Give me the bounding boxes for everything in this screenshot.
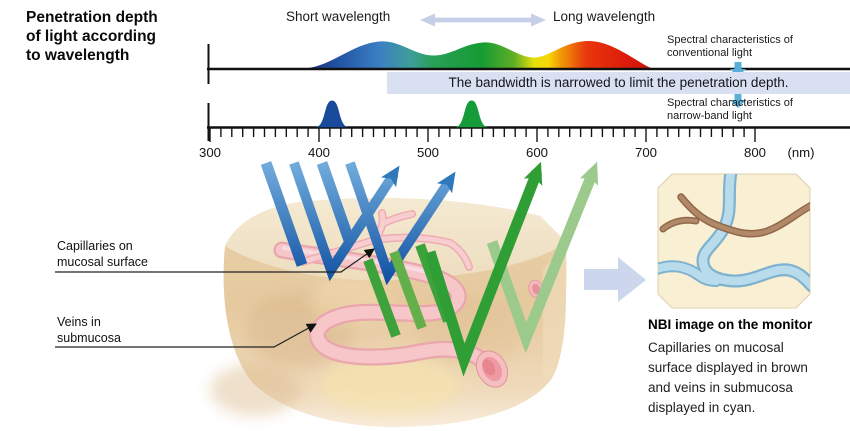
bandwidth-note: The bandwidth is narrowed to limit the p… [387,72,850,94]
down-arrow-icon [730,94,746,108]
nbi-cyan-vessels [658,174,810,293]
figure-title: Penetration depth of light according to … [26,8,158,65]
right-block-arrow-icon [584,257,646,302]
axis-unit-label: (nm) [787,145,814,160]
axis-tick-label: 800 [744,145,766,160]
veins-leader-arrow [55,323,317,348]
leader-arrows [55,248,375,348]
nbi-caption: NBI image on the monitor Capillaries on … [648,316,848,418]
axis-tick-label: 400 [308,145,330,160]
narrowband-peak [454,100,489,128]
green-light-arrows [363,161,599,377]
title-line-1: Penetration depth [26,9,158,26]
axis-tick-label: 300 [199,145,221,160]
title-line-3: to wavelength [26,47,130,64]
axis-tick-labels: 300 400 500 600 700 800 (nm) [199,145,815,160]
narrowband-peak [315,100,350,128]
nbi-brown-vessels [659,193,810,238]
long-wavelength-label: Long wavelength [553,9,656,24]
narrowband-light-label: Spectral characteristics of narrow-band … [667,97,793,122]
axis-tick-label: 500 [417,145,439,160]
blue-light-arrows [260,161,456,286]
tissue-illustration [55,161,811,428]
narrowband-peaks [315,100,489,128]
capillaries-label: Capillaries on mucosal surface [57,239,149,269]
axis-tick-label: 700 [635,145,657,160]
conventional-light-label: Spectral characteristics of conventional… [667,34,793,59]
vein-cut-end [475,350,509,388]
axis-tick-label: 600 [526,145,548,160]
conventional-spectrum-curve [305,40,652,69]
short-wavelength-label: Short wavelength [286,9,391,24]
title-line-2: of light according [26,28,157,45]
veins-label: Veins in submucosa [57,315,121,345]
axis-ticks [209,127,756,142]
double-headed-arrow-icon [420,13,546,27]
nbi-caption-heading: NBI image on the monitor [648,317,813,332]
capillaries-leader-arrow [55,248,375,273]
nbi-monitor-image [657,173,811,309]
